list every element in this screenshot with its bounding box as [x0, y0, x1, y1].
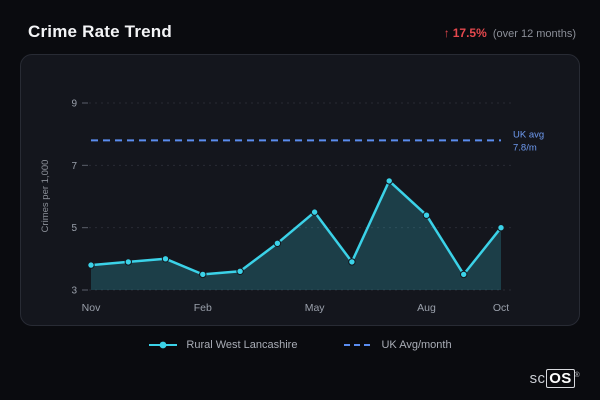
data-point[interactable]: [497, 224, 505, 232]
trend-change-period: (over 12 months): [492, 28, 576, 40]
chart-legend: Rural West Lancashire UK Avg/month: [0, 339, 600, 351]
trend-change: ↑ 17.5% (over 12 months): [444, 26, 576, 40]
x-tick-label: Oct: [493, 302, 509, 314]
y-tick-label: 7: [71, 161, 77, 172]
data-point[interactable]: [87, 261, 95, 269]
y-tick-label: 3: [71, 286, 77, 297]
data-point[interactable]: [310, 208, 319, 216]
data-point[interactable]: [161, 255, 170, 263]
x-tick-label: Aug: [417, 302, 436, 314]
data-point[interactable]: [236, 267, 244, 276]
page-title: Crime Rate Trend: [28, 22, 172, 41]
y-tick-label: 9: [71, 99, 77, 110]
line-series-swatch-icon: [149, 341, 178, 349]
page-header: Crime Rate Trend ↑ 17.5% (over 12 months…: [0, 0, 600, 54]
logo-prefix: sc: [529, 370, 546, 387]
chart-card: 3 5 7 9 Nov Feb May Aug Oct UK avg 7.8/m Crimes per…: [20, 54, 580, 326]
data-point[interactable]: [199, 270, 207, 279]
scos-logo: sc OS ®: [529, 369, 580, 388]
y-tick-label: 5: [71, 223, 77, 234]
data-point[interactable]: [460, 270, 468, 279]
trend-change-value: 17.5%: [452, 26, 487, 40]
logo-registered-mark: ®: [574, 372, 580, 379]
legend-item-uk-avg[interactable]: UK Avg/month: [343, 339, 452, 351]
legend-label: Rural West Lancashire: [186, 339, 298, 351]
uk-avg-value-label: 7.8/m: [513, 142, 537, 153]
uk-avg-label: UK avg: [513, 129, 544, 140]
x-tick-label: Feb: [194, 302, 212, 314]
trend-up-arrow-icon: ↑: [443, 26, 450, 40]
logo-suffix: OS: [546, 369, 575, 388]
dashed-line-swatch-icon: [344, 344, 373, 346]
series-area-fill: [91, 180, 501, 290]
data-point[interactable]: [422, 211, 431, 219]
legend-label: UK Avg/month: [381, 339, 452, 351]
data-point[interactable]: [124, 258, 133, 266]
data-point[interactable]: [348, 258, 356, 266]
x-tick-label: Nov: [82, 302, 101, 314]
data-point[interactable]: [385, 177, 393, 185]
x-tick-label: May: [305, 302, 326, 314]
crime-rate-chart: 3 5 7 9 Nov Feb May Aug Oct UK avg 7.8/m Crimes per…: [40, 99, 544, 315]
legend-item-rural-west-lancashire[interactable]: Rural West Lancashire: [148, 339, 297, 351]
data-point[interactable]: [273, 239, 282, 248]
y-axis-label: Crimes per 1,000: [40, 160, 51, 233]
series-line: [89, 179, 503, 276]
